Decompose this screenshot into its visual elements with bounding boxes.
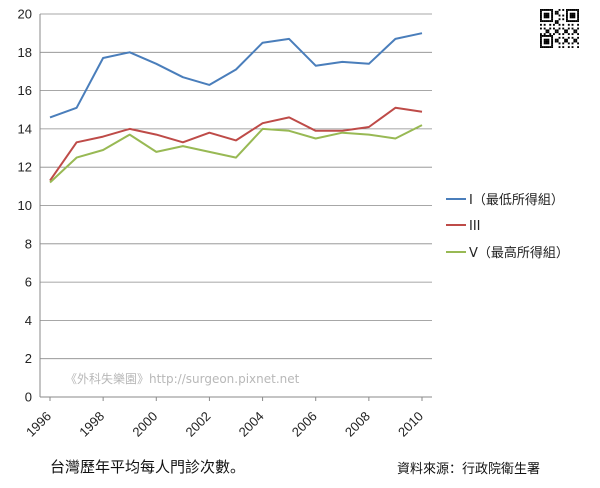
y-tick-label: 16 xyxy=(18,83,32,98)
series-lines xyxy=(49,32,423,184)
y-tick-label: 12 xyxy=(18,160,32,175)
y-tick-label: 20 xyxy=(18,7,32,22)
x-tick-label: 2010 xyxy=(395,409,426,440)
y-tick-label: 0 xyxy=(25,390,32,405)
data-source: 資料來源：行政院衛生署 xyxy=(397,462,541,477)
x-tick-label: 1998 xyxy=(76,409,107,440)
y-tick-label: 18 xyxy=(18,45,32,60)
legend-label-3: V（最高所得組） xyxy=(469,245,569,261)
series-line-2 xyxy=(49,106,423,182)
axes xyxy=(39,14,432,398)
gridlines xyxy=(40,13,432,360)
series-line-1 xyxy=(49,32,423,119)
x-axis-ticks: 1996 1998 2000 2002 2004 2006 2008 2010 xyxy=(23,397,426,440)
y-tick-label: 4 xyxy=(25,313,32,328)
x-tick-label: 2006 xyxy=(289,409,320,440)
watermark: 《外科失樂園》http://surgeon.pixnet.net xyxy=(65,371,300,386)
series-line-3 xyxy=(49,124,423,184)
chart-caption: 台灣歷年平均每人門診次數。 xyxy=(50,458,246,476)
x-tick-label: 2000 xyxy=(129,409,160,440)
x-tick-label: 2002 xyxy=(182,409,213,440)
y-tick-label: 8 xyxy=(25,236,32,251)
legend-label-2: III xyxy=(469,219,481,234)
y-tick-label: 10 xyxy=(18,198,32,213)
x-tick-label: 2008 xyxy=(342,409,373,440)
qr-code-icon xyxy=(540,9,579,48)
y-axis-ticks: 0 2 4 6 8 10 12 14 16 18 20 xyxy=(18,7,32,405)
legend-label-1: I（最低所得組） xyxy=(469,192,564,208)
y-tick-label: 14 xyxy=(18,121,32,136)
x-tick-label: 2004 xyxy=(236,409,267,440)
legend: I（最低所得組） III V（最高所得組） xyxy=(446,192,569,261)
y-tick-label: 6 xyxy=(25,275,32,290)
y-tick-label: 2 xyxy=(25,351,32,366)
x-tick-label: 1996 xyxy=(23,409,54,440)
